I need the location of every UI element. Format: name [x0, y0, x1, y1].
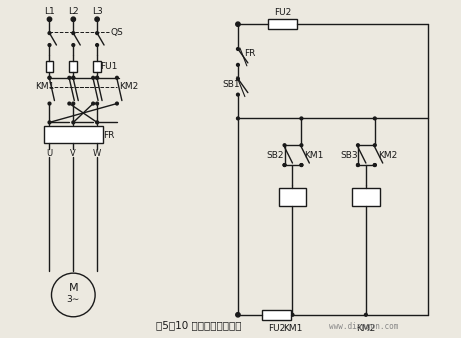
Text: FR: FR	[244, 49, 255, 58]
Circle shape	[373, 164, 376, 166]
Text: SB1: SB1	[222, 80, 240, 89]
Circle shape	[236, 93, 239, 96]
Circle shape	[48, 44, 51, 46]
Text: W: W	[93, 149, 101, 158]
Text: KM1: KM1	[35, 82, 55, 91]
Text: KM2: KM2	[119, 82, 138, 91]
Bar	[43, 126, 103, 143]
Circle shape	[48, 76, 51, 79]
Text: FU2: FU2	[268, 324, 285, 333]
Circle shape	[236, 64, 239, 66]
Circle shape	[356, 164, 359, 166]
Bar	[268, 19, 297, 29]
Bar	[262, 310, 291, 320]
Circle shape	[71, 17, 76, 21]
Circle shape	[96, 76, 99, 79]
Circle shape	[236, 22, 240, 26]
Circle shape	[283, 144, 286, 147]
Circle shape	[47, 17, 52, 21]
Circle shape	[68, 102, 71, 105]
Circle shape	[300, 164, 303, 166]
Circle shape	[300, 144, 303, 147]
Text: 图5－10 正反转控制电路图: 图5－10 正反转控制电路图	[156, 320, 241, 331]
Circle shape	[48, 32, 51, 34]
Circle shape	[373, 144, 376, 147]
Circle shape	[373, 164, 376, 166]
Circle shape	[48, 102, 51, 105]
Text: FU1: FU1	[100, 62, 118, 71]
Circle shape	[92, 76, 95, 79]
Circle shape	[96, 102, 99, 105]
Circle shape	[95, 17, 99, 21]
Circle shape	[96, 76, 99, 79]
Text: QS: QS	[111, 28, 124, 37]
Text: 3∼: 3∼	[67, 295, 80, 305]
Circle shape	[96, 32, 99, 34]
Circle shape	[72, 121, 75, 124]
Circle shape	[68, 76, 71, 79]
Circle shape	[356, 144, 359, 147]
Circle shape	[72, 44, 75, 46]
Text: FU2: FU2	[274, 8, 291, 17]
Text: L2: L2	[68, 7, 79, 16]
Bar	[69, 61, 77, 72]
Text: KM1: KM1	[304, 151, 324, 160]
Text: KM1: KM1	[283, 324, 302, 333]
Text: M: M	[69, 283, 78, 293]
Circle shape	[72, 76, 75, 79]
Circle shape	[300, 117, 303, 120]
Circle shape	[365, 313, 367, 316]
Text: KM2: KM2	[378, 151, 397, 160]
Text: SB3: SB3	[340, 151, 358, 160]
Text: U: U	[47, 149, 53, 158]
Circle shape	[291, 313, 294, 316]
Circle shape	[72, 32, 75, 34]
Circle shape	[48, 76, 51, 79]
Circle shape	[300, 164, 303, 166]
Circle shape	[96, 44, 99, 46]
Text: L3: L3	[92, 7, 102, 16]
Text: L1: L1	[44, 7, 55, 16]
Circle shape	[236, 77, 239, 80]
Circle shape	[116, 76, 118, 79]
Bar	[278, 188, 307, 206]
Text: KM2: KM2	[356, 324, 376, 333]
Circle shape	[116, 102, 118, 105]
Text: V: V	[71, 149, 76, 158]
Circle shape	[48, 121, 51, 124]
Text: SB2: SB2	[267, 151, 284, 160]
Circle shape	[283, 164, 286, 166]
Circle shape	[72, 102, 75, 105]
Circle shape	[283, 164, 286, 166]
Bar	[93, 61, 101, 72]
Circle shape	[96, 121, 99, 124]
Circle shape	[236, 117, 239, 120]
Bar	[352, 188, 380, 206]
Bar	[46, 61, 53, 72]
Circle shape	[356, 164, 359, 166]
Circle shape	[236, 48, 239, 50]
Text: www.diangon.com: www.diangon.com	[329, 321, 398, 331]
Circle shape	[92, 102, 95, 105]
Circle shape	[373, 117, 376, 120]
Text: FR: FR	[103, 131, 114, 140]
Circle shape	[72, 76, 75, 79]
Circle shape	[236, 313, 240, 317]
